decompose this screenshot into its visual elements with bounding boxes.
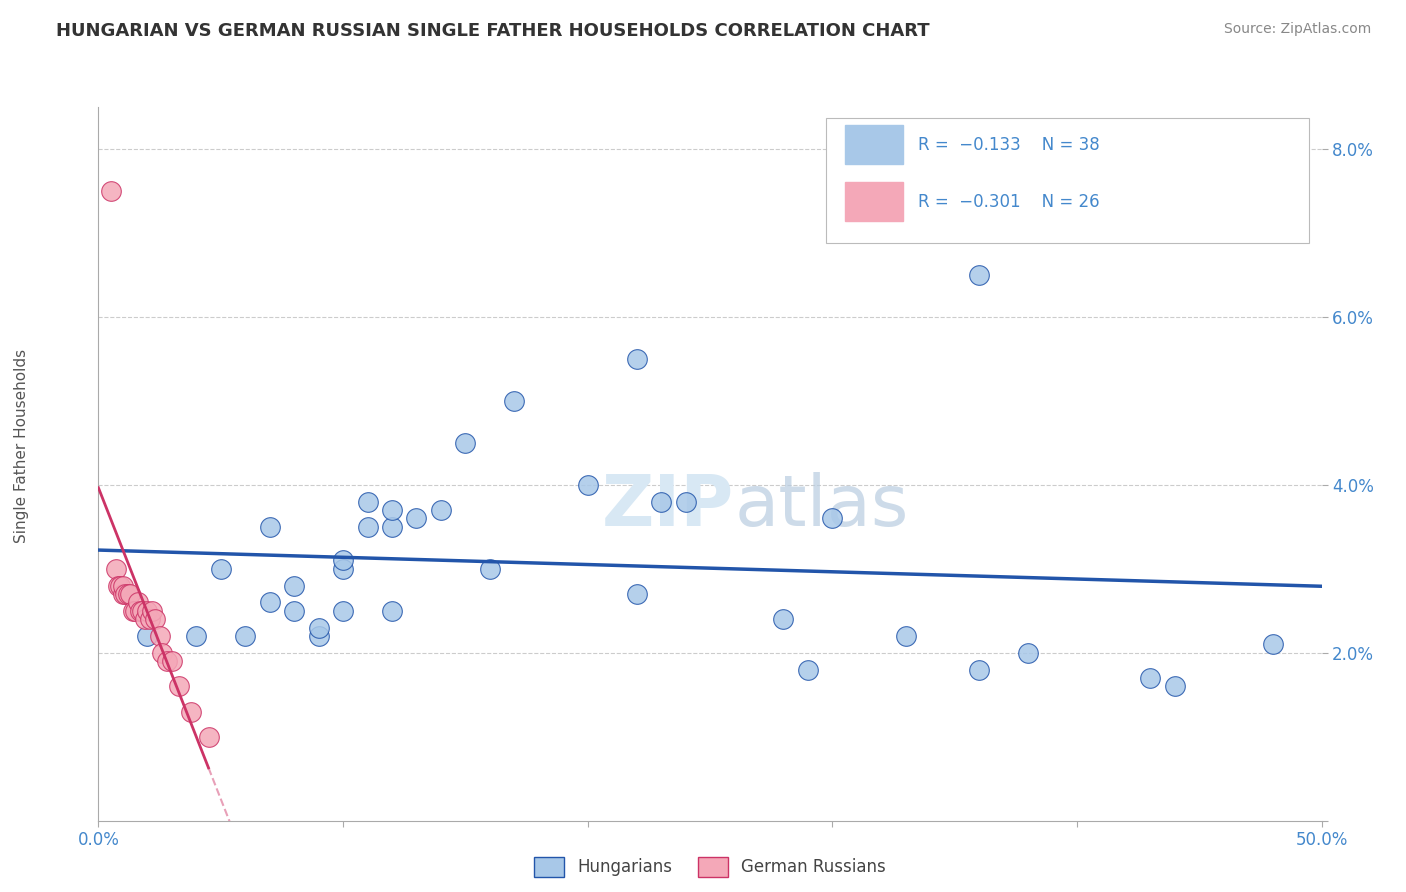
Point — [381, 503, 404, 517]
Point — [121, 604, 143, 618]
Text: atlas: atlas — [734, 472, 908, 541]
Bar — [845, 182, 903, 221]
Text: R =  −0.133    N = 38: R = −0.133 N = 38 — [918, 136, 1099, 153]
Legend: Hungarians, German Russians: Hungarians, German Russians — [527, 850, 893, 884]
Point — [626, 351, 648, 366]
Point — [117, 587, 139, 601]
Point — [259, 595, 281, 609]
Point — [110, 578, 132, 592]
Point — [308, 621, 330, 635]
Point — [186, 629, 208, 643]
Point — [259, 520, 281, 534]
Point — [167, 679, 190, 693]
Bar — [845, 125, 903, 164]
Point — [332, 604, 354, 618]
Text: HUNGARIAN VS GERMAN RUSSIAN SINGLE FATHER HOUSEHOLDS CORRELATION CHART: HUNGARIAN VS GERMAN RUSSIAN SINGLE FATHE… — [56, 22, 929, 40]
Point — [180, 705, 202, 719]
Point — [503, 393, 526, 408]
Point — [821, 511, 844, 525]
Point — [430, 503, 453, 517]
Point — [332, 553, 354, 567]
Text: R =  −0.301    N = 26: R = −0.301 N = 26 — [918, 193, 1099, 211]
Point — [967, 663, 990, 677]
Point — [1017, 646, 1039, 660]
Point — [454, 435, 477, 450]
Point — [141, 604, 163, 618]
Point — [332, 562, 354, 576]
Point — [209, 562, 232, 576]
Point — [197, 730, 219, 744]
Text: Single Father Households: Single Father Households — [14, 349, 28, 543]
Point — [283, 578, 305, 592]
Point — [131, 604, 153, 618]
Point — [576, 478, 599, 492]
Point — [405, 511, 427, 525]
Point — [356, 520, 378, 534]
Point — [894, 629, 917, 643]
Point — [675, 494, 697, 508]
Text: Source: ZipAtlas.com: Source: ZipAtlas.com — [1223, 22, 1371, 37]
Point — [381, 604, 404, 618]
Point — [233, 629, 256, 643]
Point — [136, 604, 159, 618]
Point — [772, 612, 794, 626]
Point — [381, 520, 404, 534]
Point — [308, 629, 330, 643]
Point — [283, 604, 305, 618]
Point — [111, 587, 134, 601]
Point — [120, 587, 142, 601]
Point — [797, 663, 820, 677]
Point — [356, 494, 378, 508]
Point — [107, 578, 129, 592]
Point — [100, 184, 122, 198]
Point — [1261, 637, 1284, 651]
Point — [149, 629, 172, 643]
Point — [478, 562, 501, 576]
Point — [129, 604, 152, 618]
Point — [124, 604, 146, 618]
Point — [114, 587, 136, 601]
Point — [143, 612, 166, 626]
Point — [104, 562, 127, 576]
Point — [139, 612, 162, 626]
Point — [150, 646, 173, 660]
Point — [134, 612, 156, 626]
Point — [156, 654, 179, 668]
Point — [1139, 671, 1161, 685]
Point — [1164, 679, 1187, 693]
Point — [111, 578, 134, 592]
Point — [626, 587, 648, 601]
FancyBboxPatch shape — [827, 118, 1309, 243]
Point — [967, 268, 990, 282]
Text: ZIP: ZIP — [602, 472, 734, 541]
Point — [650, 494, 672, 508]
Point — [127, 595, 149, 609]
Point — [136, 629, 159, 643]
Point — [160, 654, 183, 668]
